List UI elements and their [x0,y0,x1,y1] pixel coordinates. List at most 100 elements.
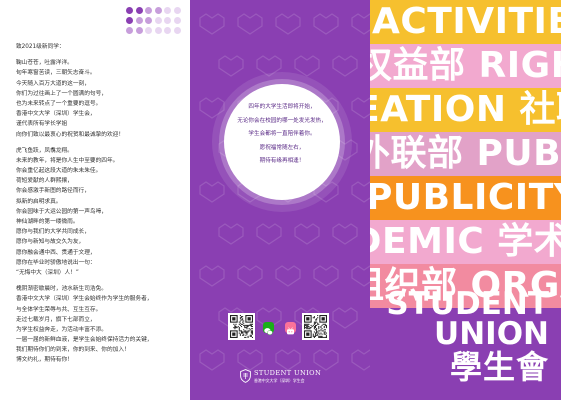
letter-line: 也为未来转点了一个重要的逗号。 [16,100,102,107]
band-academic-text: ACADEMIC 学术部 [370,221,561,262]
shield-logo-icon [240,369,251,383]
letter-paragraph-1: 鞠山苍苍，吐露洋洋。旬年寒窗苦读，三朝矢志奋斗。 今天随入百万大道的这一刻， 你们为… [16,58,188,140]
letter-line: 愿你融会通中西、贯通于文理， [16,249,96,256]
letter-line: 与全体学生荣辱与共、互生互存。 [16,306,102,313]
letter-line: 神仙湖畔的第一缕微雨。 [16,219,79,225]
letter-line: 拟新的启明求真。 [16,198,62,205]
letter-greeting: 致2021级新同学： [16,44,65,50]
decoration-dot [135,27,143,34]
letter-line: 博文约礼，期待有你！ [16,357,73,364]
heart-outline-shape [199,349,225,371]
heart-outline-shape [332,307,358,329]
letter-line: 向你们致以最衷心的祝贺和最诚挚的欢迎！ [16,131,125,138]
heart-outline-shape [199,97,225,119]
heart-outline-shape [351,349,370,371]
letter-line: 谨代表所有学长学姐 [16,121,68,128]
title-chinese: 學生會 [449,348,549,386]
student-union-logo: STUDENT UNION 香港中文大学（深圳）学生会 [240,366,350,388]
letter-line: 今天随入百万大道的这一刻， [16,80,90,87]
heart-outline-shape [351,181,370,203]
decoration-dot [164,17,172,24]
logo-name-en: STUDENT UNION [254,369,322,377]
heart-outline-shape [199,181,225,203]
message-circle [224,84,340,200]
bilibili-qr-code [302,313,329,340]
band-activities-text: ACTIVITIES [372,1,561,42]
band-publicity-text: PUBLICITY [370,177,561,218]
heart-outline-shape [294,307,320,329]
letter-line: 愿你与我们的大学共同成长， [16,229,90,236]
logo-name-cn: 香港中文大学（深圳）学生会 [254,378,305,383]
heart-outline-shape [218,55,244,77]
letter-line: 槐阴渐密歇晨时，池水新生司浩免。 [16,286,107,293]
letter-line: 为学生权益奔走，为活动丰富不添。 [16,326,107,333]
heart-pattern-background [199,13,370,371]
letter-line: 你会园味于大运公园的第一声鸟啼， [16,208,107,215]
decoration-dot [145,17,153,24]
heart-outline-shape [294,55,320,77]
letter-line: 未来的教年，将是你人生中至要的四年。 [16,157,119,164]
heart-outline-shape [332,55,358,77]
decoration-dot [173,27,181,34]
circle-line: 期待有缘再相逢！ [259,158,305,165]
heart-outline-shape [275,265,301,287]
dot-grid-decoration [126,7,182,41]
wechat-qr-code [228,313,255,340]
welcome-letter: 致2021级新同学： 鞠山苍苍，吐露洋洋。旬年寒窗苦读，三朝矢志奋斗。 今天随入百… [16,42,188,366]
heart-outline-shape [256,223,282,245]
band-recreation: CREATION 社联部 [370,88,561,132]
decoration-dot [126,7,133,14]
band-publicity: PUBLICITY [370,176,561,220]
decoration-dot [126,17,133,24]
decoration-dot [154,17,162,24]
decoration-dot [164,27,172,34]
letter-line: 虎飞鱼跃，凤翥龙翔。 [16,147,73,154]
heart-outline-shape [313,265,339,287]
decoration-dot [135,7,143,14]
letter-line: 旬年寒窗苦读，三朝矢志奋斗。 [16,70,96,77]
band-organization: 组织部 ORGANIZATION [370,264,561,308]
decoration-dot [135,17,143,24]
heart-outline-shape [218,307,244,329]
heart-outline-shape [351,13,370,35]
title-union: UNION [434,316,549,352]
decoration-dot [173,7,181,14]
letter-line: 你会感激手新图的路径而行， [16,188,90,195]
circle-line: 学生会都将一直陪伴着你。 [248,131,316,138]
heart-outline-shape [237,349,263,371]
letter-paragraph-3: 槐阴渐密歇晨时，池水新生司浩免。 香港中文大学（深圳）学生会始终作为学生的服务者，… [16,284,188,366]
heart-outline-shape [294,223,320,245]
letter-paragraph-2: 虎飞鱼跃，凤翥龙翔。未来的教年，将是你人生中至要的四年。 你会重亿起这段大道的朱未… [16,146,188,278]
heart-outline-shape [313,349,339,371]
decoration-dot [154,27,162,34]
middle-panel: 四年的大学生活即将开始， 无论你会在校园的哪一处发光发热， 学生会都将一直陪伴着… [190,0,370,400]
letter-line: 鞠山苍苍，吐露洋洋。 [16,60,73,67]
wechat-icon [263,322,274,335]
letter-line: 我们期待你们的到来，你的到来、你的加入！ [16,347,130,354]
letter-line: 你们为过往画上了一个圆满的句号， [16,90,107,97]
title-student: STUDENT [386,286,549,322]
letter-line: 走过七载岁月，旗下七部而立， [16,316,96,323]
band-rights-text: 权益部 RIGHTS [370,45,561,86]
heart-outline-shape [218,223,244,245]
letter-line: 一届一届的新鲜血液，是学生会始终保持活力的关键， [16,337,153,344]
heart-outline-shape [275,349,301,371]
heart-outline-shape [275,13,301,35]
band-academic: ACADEMIC 学术部 [370,220,561,264]
band-activities: ACTIVITIES [370,0,561,44]
heart-outline-shape [237,265,263,287]
letter-line: 你会重亿起这段大道的朱未朱佳。 [16,168,102,175]
band-external-text: 外联部 PUBLIC [370,133,561,174]
heart-outline-shape [313,13,339,35]
heart-outline-shape [199,13,225,35]
letter-line: 香港中文大学（深圳）学生会， [16,111,96,118]
circle-line: 无论你会在校园的哪一处发光发热， [237,117,327,124]
band-recreation-text: CREATION 社联部 [370,89,561,130]
decoration-dot [173,17,181,24]
band-rights: 权益部 RIGHTS [370,44,561,88]
band-external: 外联部 PUBLIC [370,132,561,176]
letter-line: 愿你与新知与故交久为友， [16,239,85,246]
decoration-dot [164,7,172,14]
letter-line: 愿你在毕业时骄傲地说出一句： [16,259,96,266]
band-organization-text: 组织部 ORGANIZATION [370,265,561,306]
